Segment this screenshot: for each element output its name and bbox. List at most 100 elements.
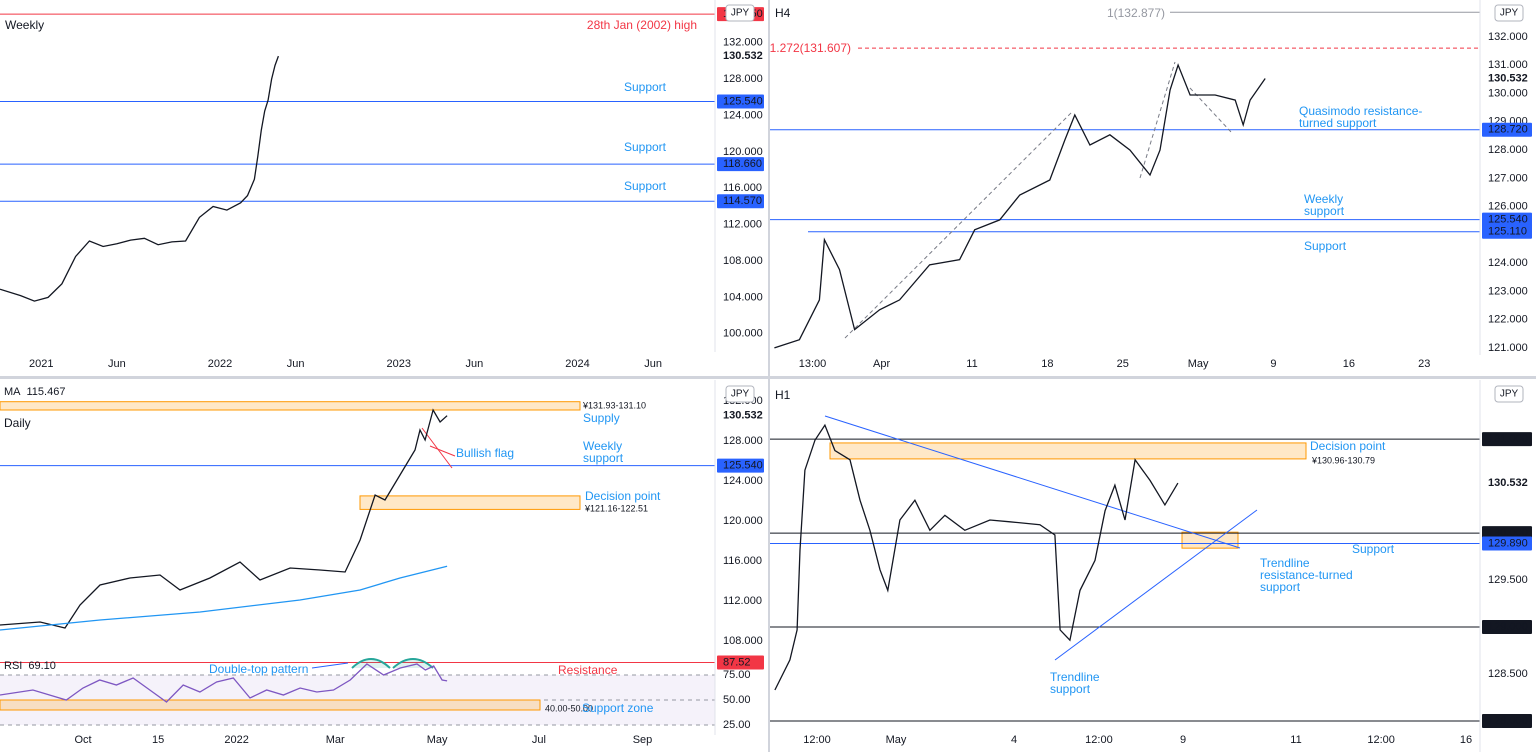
divider <box>0 376 1536 379</box>
chart-title: H4 <box>775 6 791 20</box>
y-tick-label: 124.000 <box>723 109 763 121</box>
last-price-bg <box>717 408 764 423</box>
chart-title: Daily <box>4 416 31 430</box>
legend-name: MA <box>4 386 21 398</box>
y-tick-label: 128.000 <box>723 435 763 447</box>
x-tick-label: Jun <box>644 358 662 370</box>
currency: JPY <box>1500 8 1519 19</box>
y-tick-label: 100.000 <box>723 328 763 340</box>
level-label: 87.52 <box>723 656 751 668</box>
last-price-label: 130.532 <box>1488 72 1528 84</box>
y-tick-label: 132.000 <box>723 37 763 49</box>
x-tick-label: Mar <box>326 734 345 746</box>
price-line <box>0 408 448 629</box>
y-tick-label: 108.000 <box>723 255 763 267</box>
x-tick-label: May <box>1188 358 1209 370</box>
price-axis <box>715 380 768 655</box>
legend-name: RSI <box>4 660 22 672</box>
level-label-bg <box>1482 122 1532 137</box>
annotation: Trendline resistance-turned support <box>1260 556 1353 594</box>
y-tick-label: 128.000 <box>1488 144 1528 156</box>
y-tick-label: 124.000 <box>1488 257 1528 269</box>
y-tick-label: 25.00 <box>723 719 751 731</box>
y-tick-label: 116.000 <box>723 182 762 194</box>
x-tick-label: 2022 <box>208 358 232 370</box>
level-label-bg <box>717 94 764 109</box>
level-label: 128.000 <box>1488 715 1528 727</box>
y-tick-label: 112.000 <box>723 219 762 231</box>
level-label-bg <box>717 458 764 473</box>
level-label: 125.110 <box>1488 226 1527 238</box>
x-tick-label: 16 <box>1460 734 1472 746</box>
last-price-bg <box>717 49 764 64</box>
x-tick-label: 13:00 <box>799 358 827 370</box>
level-label: 128.720 <box>1488 124 1528 136</box>
zone <box>359 495 581 510</box>
level-label-bg <box>1482 224 1532 239</box>
currency: JPY <box>1500 389 1519 400</box>
y-tick-label: 123.000 <box>1488 285 1528 297</box>
zone <box>0 401 581 411</box>
drawing <box>844 111 1073 339</box>
x-tick-label: Jun <box>466 358 484 370</box>
price-line <box>774 423 1179 691</box>
x-tick-label: 9 <box>1180 734 1186 746</box>
currency-box <box>725 4 755 22</box>
level-label-bg <box>717 655 764 670</box>
level-text: Support <box>1304 239 1347 253</box>
currency: JPY <box>731 389 750 400</box>
x-tick-label: 15 <box>152 734 164 746</box>
drawing <box>1139 61 1176 179</box>
zone-text: Supply <box>583 411 620 425</box>
x-tick-label: 11 <box>966 358 977 370</box>
x-tick-label: May <box>427 734 448 746</box>
level-text: 1(132.877) <box>1106 6 1165 20</box>
y-tick-label: 130.000 <box>1488 87 1528 99</box>
chart-title: Weekly <box>5 18 44 32</box>
currency-box <box>725 385 755 403</box>
y-tick-label: 131.000 <box>1488 59 1528 71</box>
annotation: Double-top pattern <box>209 662 309 676</box>
y-tick-label: 116.000 <box>723 555 762 567</box>
level-text: 28th Jan (2002) high <box>586 18 697 32</box>
zone <box>829 442 1307 460</box>
x-tick-label: May <box>886 734 907 746</box>
last-price-bg <box>1482 71 1532 86</box>
x-tick-label: Apr <box>873 358 890 370</box>
price-line <box>0 663 448 703</box>
x-tick-label: 16 <box>1343 358 1355 370</box>
y-tick-label: 132.000 <box>1488 31 1528 43</box>
zone-text: Support zone <box>582 701 654 715</box>
x-tick-label: 4 <box>1011 734 1017 746</box>
double-top-arc <box>351 658 391 669</box>
x-tick-label: Jun <box>287 358 305 370</box>
level-label: 114.570 <box>723 195 762 207</box>
y-tick-label: 50.00 <box>723 694 751 706</box>
x-tick-label: 9 <box>1270 358 1276 370</box>
drawing <box>1054 509 1258 661</box>
y-tick-label: 120.000 <box>723 146 763 158</box>
level-label: 125.540 <box>1488 214 1528 226</box>
last-price-label: 130.532 <box>723 410 763 422</box>
y-tick-label: 128.000 <box>723 73 763 85</box>
legend-value: 69.10 <box>28 660 56 672</box>
level-label: 118.660 <box>723 158 762 170</box>
level-text: Resistance <box>558 663 618 677</box>
drawing <box>311 662 349 669</box>
zone-label: ¥121.16-122.51 <box>584 503 648 513</box>
double-top-arc <box>392 658 434 669</box>
level-text: Quasimodo resistance-turned support <box>1299 104 1423 130</box>
level-label: 131.000 <box>1488 433 1528 445</box>
price-line <box>0 55 280 302</box>
y-tick-label: 75.00 <box>723 669 751 681</box>
y-tick-label: 128.500 <box>1488 668 1528 680</box>
level-label-bg <box>1482 620 1532 635</box>
level-label: 129.000 <box>1488 621 1528 633</box>
level-label: 129.890 <box>1488 537 1528 549</box>
x-tick-label: 23 <box>1418 358 1430 370</box>
x-tick-label: 11 <box>1290 734 1301 746</box>
x-tick-label: Oct <box>74 734 91 746</box>
level-text: Weekly support <box>1304 192 1345 218</box>
